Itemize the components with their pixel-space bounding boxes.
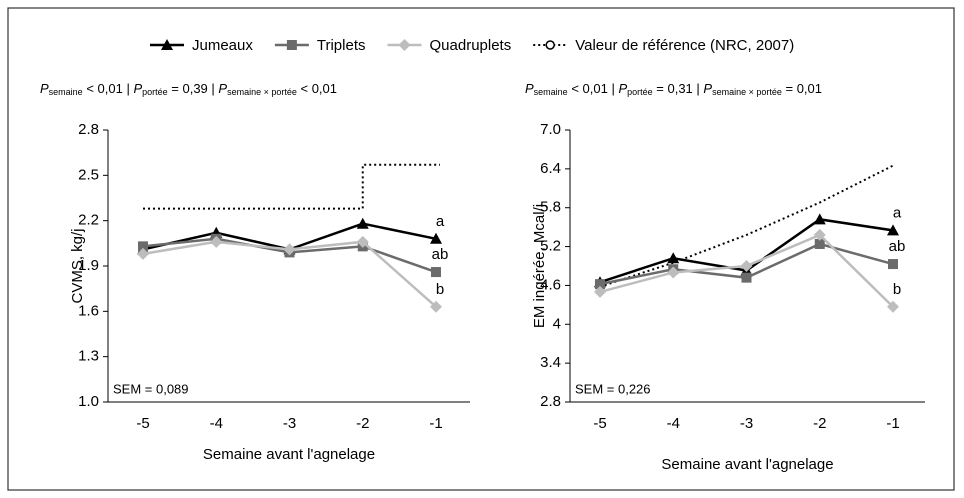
data-point	[210, 235, 223, 248]
data-point	[431, 267, 441, 278]
data-point	[137, 247, 149, 260]
point-label: b	[436, 281, 444, 298]
y-tick-label: 7.0	[540, 121, 561, 138]
stat-value: < 0,01	[571, 81, 608, 96]
stat-sub: semaine	[534, 87, 568, 97]
stat-sub: semaine × portée	[712, 87, 782, 97]
legend-label: Quadruplets	[430, 37, 512, 54]
stats: Psemaine < 0,01 | Pportée = 0,39 | Psema…	[40, 81, 337, 97]
x-axis-label: Semaine avant l'agnelage	[203, 446, 375, 463]
stat-symbol: P	[703, 81, 712, 96]
x-tick-label: -2	[813, 415, 826, 432]
y-tick-label: 2.8	[78, 121, 99, 138]
x-tick-label: -3	[740, 415, 753, 432]
stat-value: = 0,31	[656, 81, 693, 96]
legend-marker	[545, 40, 555, 50]
y-tick-label: 4.6	[540, 276, 561, 293]
data-point	[667, 252, 680, 264]
x-tick-label: -5	[593, 415, 606, 432]
y-tick-label: 1.0	[78, 393, 99, 410]
data-point	[356, 235, 369, 248]
x-tick-label: -4	[210, 415, 223, 432]
legend-label: Valeur de référence (NRC, 2007)	[575, 37, 794, 54]
reference-line	[599, 164, 894, 288]
stat-symbol: P	[133, 81, 142, 96]
data-point	[138, 241, 148, 252]
point-label: ab	[889, 238, 906, 255]
data-point	[667, 266, 680, 279]
data-point	[814, 238, 825, 249]
stat-symbol: P	[618, 81, 627, 96]
stats: Psemaine < 0,01 | Pportée = 0,31 | Psema…	[525, 81, 822, 97]
separator: |	[208, 81, 219, 96]
stat-value: = 0,01	[786, 81, 823, 96]
data-point	[283, 243, 296, 256]
data-point	[888, 259, 898, 270]
data-point	[430, 232, 442, 244]
x-axis-label: Semaine avant l'agnelage	[661, 456, 833, 473]
y-tick-label: 2.5	[78, 166, 99, 183]
x-tick-label: -1	[429, 415, 442, 432]
y-tick-label: 5.2	[540, 238, 561, 255]
data-point	[741, 272, 752, 283]
legend-marker	[286, 40, 297, 50]
y-tick-label: 4	[553, 315, 561, 332]
point-label: a	[436, 213, 445, 230]
x-tick-label: -1	[886, 415, 899, 432]
sem-annotation: SEM = 0,226	[575, 381, 651, 396]
stat-sub: semaine × portée	[227, 87, 297, 97]
data-point	[430, 300, 442, 313]
stat-value: = 0,39	[171, 81, 208, 96]
y-tick-label: 3.4	[540, 354, 561, 371]
stat-sub: semaine	[49, 87, 83, 97]
y-axis-label: CVMS, kg/j	[69, 228, 86, 303]
sem-annotation: SEM = 0,089	[113, 381, 189, 396]
y-tick-label: 1.6	[78, 302, 99, 319]
x-tick-label: -4	[667, 415, 680, 432]
data-point	[595, 279, 605, 290]
legend-marker	[161, 39, 173, 50]
separator: |	[608, 81, 619, 96]
data-point	[594, 285, 606, 298]
data-point	[356, 217, 369, 229]
point-label: ab	[432, 246, 449, 263]
y-tick-label: 1.3	[78, 348, 99, 365]
data-point	[887, 224, 899, 236]
stat-symbol: P	[218, 81, 227, 96]
y-tick-label: 1.9	[78, 257, 99, 274]
point-label: b	[893, 281, 901, 298]
x-tick-label: -5	[136, 415, 149, 432]
data-point	[813, 213, 826, 225]
stat-symbol: P	[525, 81, 534, 96]
y-tick-label: 2.8	[540, 393, 561, 410]
legend-label: Triplets	[317, 37, 366, 54]
y-tick-label: 5.8	[540, 199, 561, 216]
y-tick-label: 2.2	[78, 212, 99, 229]
data-point	[740, 260, 753, 272]
legend-label: Jumeaux	[192, 37, 253, 54]
separator: |	[693, 81, 704, 96]
x-tick-label: -2	[356, 415, 369, 432]
data-point	[887, 300, 899, 313]
point-label: a	[893, 204, 902, 221]
x-tick-label: -3	[283, 415, 296, 432]
separator: |	[123, 81, 134, 96]
data-point	[813, 228, 826, 241]
stat-value: < 0,01	[301, 81, 338, 96]
y-tick-label: 6.4	[540, 160, 561, 177]
stat-symbol: P	[40, 81, 49, 96]
stat-sub: portée	[142, 87, 168, 97]
reference-line	[143, 163, 440, 210]
legend-marker	[398, 39, 411, 51]
stat-sub: portée	[627, 87, 653, 97]
y-axis-label: EM ingérée, Mcal/j	[531, 204, 548, 328]
stat-value: < 0,01	[86, 81, 123, 96]
